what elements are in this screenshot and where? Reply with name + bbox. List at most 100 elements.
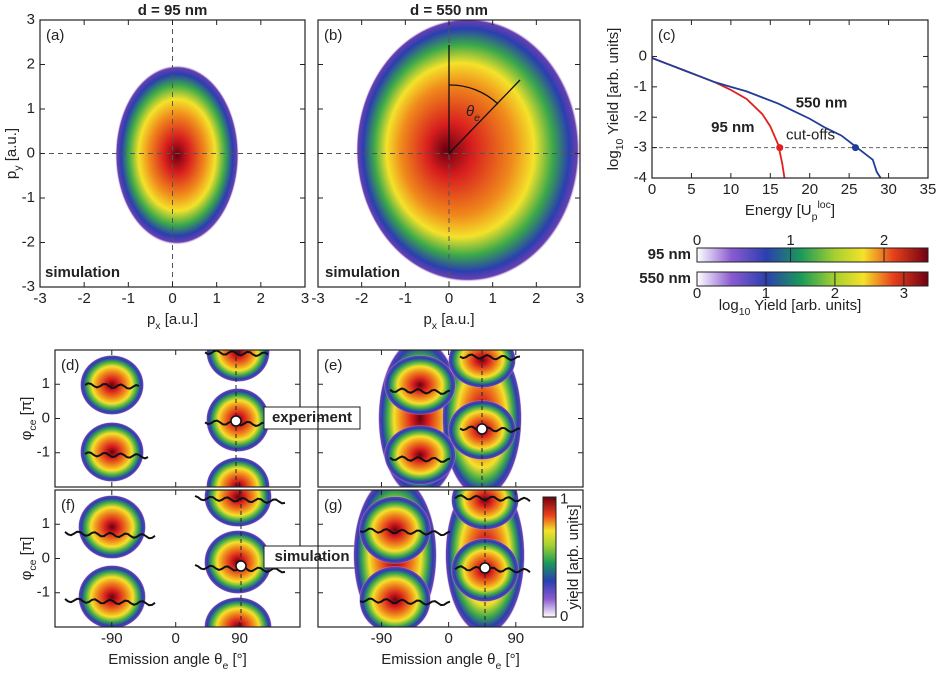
peak-marker	[235, 560, 247, 572]
phase-curve	[194, 495, 286, 505]
cutoff-marker	[776, 144, 784, 152]
label-sub: p	[812, 211, 818, 223]
label-part: p	[423, 311, 431, 328]
y-tick-label: 0	[27, 144, 35, 161]
y-axis-label: φce [π]	[18, 397, 39, 441]
label-part: p	[147, 311, 155, 328]
y-tick-label: 0	[42, 549, 50, 566]
heatmap	[40, 20, 305, 287]
annotation: simulation	[325, 264, 400, 281]
colorbar-label: log10 Yield [arb. units]	[719, 297, 862, 318]
heatmap-blob	[356, 20, 580, 282]
phase-curve	[459, 425, 521, 434]
x-tick-label: 15	[762, 181, 779, 198]
label-part: p	[3, 171, 20, 179]
x-tick-label: 90	[507, 630, 524, 647]
panel-title: d = 95 nm	[138, 2, 208, 19]
x-tick-label: 2	[257, 290, 265, 307]
label-part: [π]	[18, 537, 35, 560]
y-tick-label: 3	[27, 11, 35, 28]
heatmap	[64, 490, 286, 627]
phase-curve	[454, 494, 531, 503]
colorbar-tick-label: 2	[831, 285, 839, 302]
panel-label: (c)	[658, 27, 676, 44]
phase-curve	[359, 597, 451, 607]
colorbar-label: yield [arb. units]	[565, 504, 582, 609]
y-axis-label: φce [π]	[18, 537, 39, 581]
phase-curve	[84, 382, 140, 390]
label-part: ]	[831, 202, 835, 219]
x-tick-label: 20	[801, 181, 818, 198]
y-tick-label: -4	[634, 169, 647, 186]
colorbar-tick-label: 0	[693, 285, 701, 302]
x-tick-label: 2	[532, 290, 540, 307]
colorbar-name: 550 nm	[639, 270, 691, 287]
label-part: log	[605, 150, 622, 170]
heatmap	[353, 490, 531, 627]
y-tick-label: -1	[37, 584, 50, 601]
x-tick-label: -90	[371, 630, 393, 647]
y-tick-label: 1	[27, 100, 35, 117]
x-axis-label: Emission angle θe [°]	[108, 651, 247, 672]
x-tick-label: -1	[122, 290, 135, 307]
x-tick-label: 25	[841, 181, 858, 198]
angle-ray	[448, 79, 521, 154]
phase-curve	[84, 451, 149, 460]
x-tick-label: -2	[355, 290, 368, 307]
x-tick-label: 35	[920, 181, 937, 198]
y-tick-label: -1	[22, 189, 35, 206]
heatmap-blob	[384, 425, 456, 485]
x-tick-label: 3	[576, 290, 584, 307]
label-sub: e	[495, 660, 501, 672]
label-part: [a.u.]	[3, 128, 20, 166]
heatmap-blob	[359, 566, 431, 627]
y-tick-label: 0	[42, 409, 50, 426]
label-part: Yield [arb. units]	[750, 297, 861, 314]
y-tick-label: -1	[634, 78, 647, 95]
annotation-box	[263, 406, 361, 430]
x-tick-label: 90	[231, 630, 248, 647]
heatmap-blob	[448, 350, 516, 388]
cutoff-label: cut-offs	[786, 126, 835, 143]
heatmap-blob	[80, 422, 144, 482]
label-part: log	[719, 297, 739, 314]
x-tick-label: 0	[168, 290, 176, 307]
heatmap-blob	[206, 350, 270, 382]
label-sub: e	[222, 660, 228, 672]
colorbar-tick-label: 1	[560, 490, 568, 507]
label-sup: loc	[817, 199, 830, 211]
label-part: U	[801, 202, 812, 219]
x-tick-label: -3	[33, 290, 46, 307]
label-sub: x	[155, 320, 161, 332]
label-sub: x	[432, 320, 438, 332]
label-part: [a.u.]	[437, 311, 475, 328]
phase-curve	[64, 597, 156, 607]
x-tick-label: 3	[301, 290, 309, 307]
y-tick-label: -2	[634, 108, 647, 125]
heatmap-blob	[359, 496, 431, 564]
cutoff-marker	[851, 144, 859, 152]
label-sub: 10	[614, 138, 626, 150]
colorbar	[696, 247, 929, 263]
label-part: [π]	[18, 397, 35, 420]
heatmap	[378, 350, 522, 487]
x-tick-label: 0	[444, 630, 452, 647]
label-sub: y	[12, 165, 24, 171]
label-part: [a.u.]	[161, 311, 199, 328]
label-part: Yield [arb. units]	[605, 28, 622, 139]
x-axis-label: px [a.u.]	[423, 311, 474, 332]
colorbar-name: 95 nm	[648, 246, 691, 263]
y-tick-label: 2	[27, 55, 35, 72]
x-tick-label: 5	[687, 181, 695, 198]
label-part: Emission angle θ	[108, 651, 222, 668]
x-axis-label: Energy [Uploc]	[745, 199, 835, 223]
panel-label: (d)	[61, 357, 79, 374]
annotation: simulation	[45, 264, 120, 281]
x-axis-label: Emission angle θe [°]	[381, 651, 520, 672]
x-tick-label: -2	[77, 290, 90, 307]
phase-curve	[389, 455, 451, 463]
x-tick-label: -1	[399, 290, 412, 307]
label-part: Energy [	[745, 202, 802, 219]
panel-title: d = 550 nm	[410, 2, 488, 19]
